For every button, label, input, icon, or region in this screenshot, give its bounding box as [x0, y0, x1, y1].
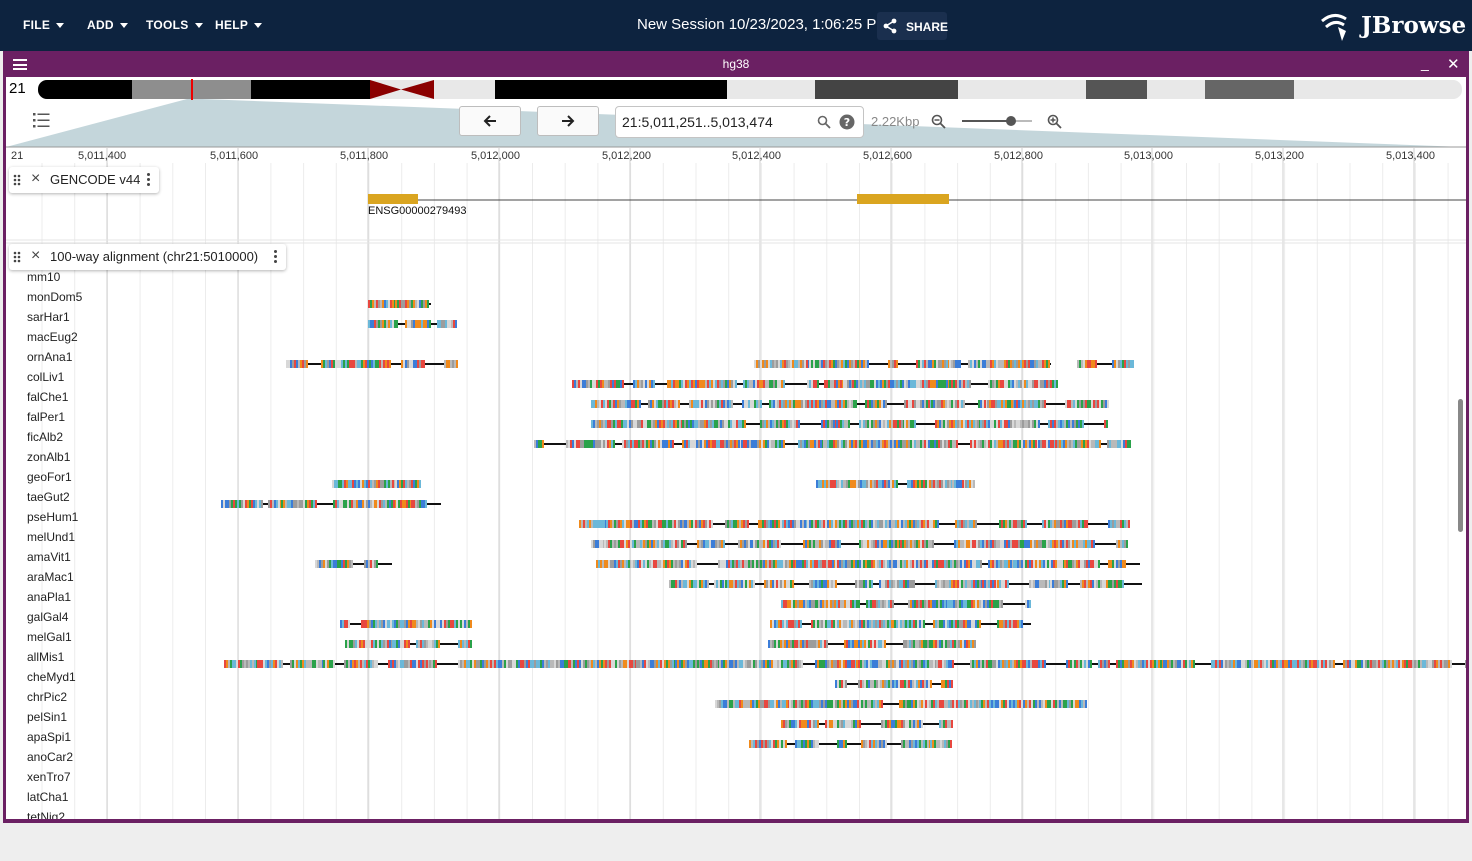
scroll-right-button[interactable]	[537, 106, 599, 136]
species-label: pelSin1	[27, 710, 68, 724]
species-label: tetNig2	[27, 810, 66, 819]
alignment-blocks	[221, 300, 1466, 748]
species-label: mm10	[27, 270, 61, 284]
track-menu-icon[interactable]	[147, 173, 151, 188]
chromosome-label: 21	[9, 80, 26, 97]
drag-handle-icon[interactable]	[13, 174, 21, 186]
species-label: falPer1	[27, 410, 66, 424]
chevron-down-icon	[56, 23, 65, 29]
species-label: amaVit1	[27, 550, 71, 564]
share-icon	[883, 18, 897, 34]
session-title[interactable]: New Session 10/23/2023, 1:06:25 PM	[637, 16, 889, 33]
scroll-left-button[interactable]	[459, 106, 521, 136]
species-label: falChe1	[27, 390, 69, 404]
species-label: geoFor1	[27, 470, 72, 484]
track-name: 100-way alignment (chr21:5010000)	[50, 249, 259, 264]
arrow-left-icon	[483, 115, 496, 127]
close-track-icon[interactable]: ×	[31, 170, 41, 187]
ruler-ref-label: 21	[11, 150, 24, 162]
view-menu-icon[interactable]	[13, 59, 27, 70]
view-title: hg38	[722, 57, 750, 71]
species-label: taeGut2	[27, 490, 70, 504]
gene-feature-label: ENSG00000279493	[368, 205, 467, 217]
ruler-tick-label: 5,012,400	[732, 150, 781, 162]
bp-per-view: 2.22Kbp	[871, 114, 920, 129]
alignment-track-header[interactable]: × 100-way alignment (chr21:5010000)	[9, 244, 286, 270]
minimize-icon[interactable]: _	[1421, 55, 1429, 71]
arrow-right-icon	[562, 115, 575, 127]
svg-text:?: ?	[844, 116, 850, 129]
jbrowse-logo: JBrowse	[1318, 9, 1466, 43]
species-label: monDom5	[27, 290, 83, 304]
location-search-input[interactable]: 21:5,011,251..5,013,474 ?	[615, 106, 864, 138]
share-button[interactable]: SHARE	[877, 12, 948, 40]
close-icon[interactable]: ✕	[1447, 56, 1460, 73]
species-label: ficAlb2	[27, 430, 64, 444]
logo-mark-icon	[1321, 14, 1347, 41]
species-label: anoCar2	[27, 750, 74, 764]
chevron-down-icon	[194, 23, 203, 29]
species-label: apaSpi1	[27, 730, 72, 744]
view-body: 21	[6, 77, 1466, 819]
species-label: ornAna1	[27, 350, 73, 364]
gene-track-header[interactable]: × GENCODE v44	[9, 167, 159, 193]
close-track-icon[interactable]: ×	[31, 247, 41, 264]
ruler-tick-label: 5,012,000	[471, 150, 520, 162]
ruler-tick-label: 5,012,600	[863, 150, 912, 162]
species-label: anaPla1	[27, 590, 72, 604]
species-label: xenTro7	[27, 770, 71, 784]
ruler-tick-label: 5,013,400	[1386, 150, 1435, 162]
species-label: allMis1	[27, 650, 65, 664]
species-label: pseHum1	[27, 510, 79, 524]
species-label: galGal4	[27, 610, 69, 624]
track-menu-icon[interactable]	[274, 250, 278, 265]
ruler-tick-label: 5,013,200	[1255, 150, 1304, 162]
species-label: colLiv1	[27, 370, 65, 384]
species-label: chrPic2	[27, 690, 68, 704]
species-label: latCha1	[27, 790, 69, 804]
overview-graphics	[6, 79, 1466, 819]
species-label: araMac1	[27, 570, 74, 584]
zoom-out-icon[interactable]	[931, 114, 946, 129]
ruler-tick-label: 5,011,600	[210, 150, 259, 162]
zoom-slider-track	[962, 120, 1011, 122]
gene-feature[interactable]	[368, 194, 1466, 204]
track-name: GENCODE v44	[50, 172, 141, 187]
tools-menu-button[interactable]: TOOLS	[146, 18, 203, 32]
ruler-tick-label: 5,013,000	[1124, 150, 1173, 162]
chevron-down-icon	[119, 23, 128, 29]
view-header: hg38 _ ✕	[3, 51, 1469, 77]
ruler-tick-label: 5,012,800	[994, 150, 1043, 162]
zoom-in-icon[interactable]	[1047, 114, 1062, 129]
help-icon[interactable]: ?	[839, 114, 855, 130]
species-label: macEug2	[27, 330, 78, 344]
drag-handle-icon[interactable]	[13, 251, 21, 263]
species-label: cheMyd1	[27, 670, 76, 684]
gridlines	[41, 147, 1449, 819]
track-selector-icon[interactable]	[33, 113, 50, 128]
chevron-down-icon	[254, 23, 263, 29]
scrollbar-thumb[interactable]	[1458, 399, 1463, 532]
species-label: melUnd1	[27, 530, 76, 544]
species-label: melGal1	[27, 630, 72, 644]
linear-genome-view: hg38 _ ✕ 21	[3, 51, 1469, 823]
ruler-tick-label: 5,011,400	[78, 150, 127, 162]
search-icon[interactable]	[817, 115, 831, 129]
add-menu-button[interactable]: ADD	[87, 18, 128, 32]
species-label: sarHar1	[27, 310, 70, 324]
species-label: zonAlb1	[27, 450, 71, 464]
help-menu-button[interactable]: HELP	[215, 18, 263, 32]
ruler-tick-label: 5,012,200	[602, 150, 651, 162]
ruler-tick-label: 5,011,800	[340, 150, 389, 162]
zoom-slider[interactable]	[962, 115, 1032, 127]
zoom-slider-thumb[interactable]	[1006, 116, 1016, 126]
app-bar: FILE ADD TOOLS HELP New Session 10/23/20…	[0, 0, 1472, 51]
file-menu-button[interactable]: FILE	[23, 18, 65, 32]
